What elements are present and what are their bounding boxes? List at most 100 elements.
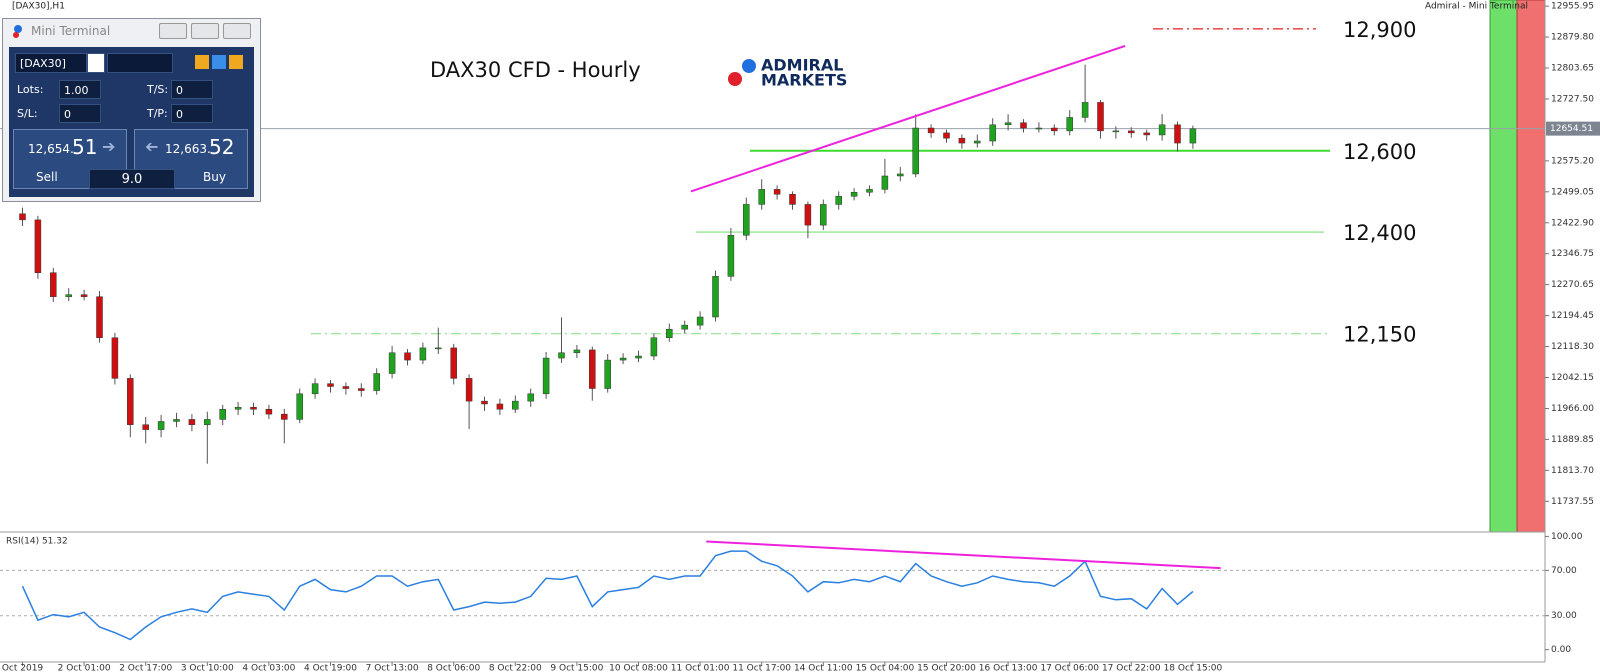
sell-label: Sell: [36, 170, 58, 184]
x-tick-label: 3 Oct 10:00: [181, 664, 234, 672]
candle-body: [866, 189, 873, 193]
y-tick-label: 11737.55: [1551, 497, 1594, 507]
sell-price-main: 12,654.: [28, 142, 74, 156]
candle-body: [1128, 130, 1135, 134]
x-tick-label: 10 Oct 08:00: [609, 664, 668, 672]
candle-body: [188, 419, 196, 425]
maximize-button[interactable]: [191, 23, 219, 39]
tool-icon[interactable]: [195, 55, 209, 69]
x-tick-label: 16 Oct 13:00: [979, 664, 1038, 672]
y-tick-label: 100.00: [1551, 532, 1583, 542]
candle-body: [481, 400, 488, 405]
buy-price-pips: 52: [209, 135, 235, 159]
candle-body: [773, 189, 781, 195]
candle-body: [1174, 124, 1181, 144]
x-tick-label: Oct 2019: [2, 664, 44, 672]
symbol-select[interactable]: [DAX30]: [15, 53, 87, 73]
depth-sell-bar: [1516, 0, 1546, 533]
candle-body: [19, 213, 26, 221]
y-tick-label: 12422.90: [1551, 218, 1594, 228]
logo-text: MARKETS: [761, 71, 847, 90]
lots-input[interactable]: 1.00: [59, 80, 101, 99]
candle-body: [1189, 128, 1197, 144]
depth-buy-bar: [1489, 0, 1518, 533]
candle-body: [573, 349, 581, 354]
level-label: 12,900: [1343, 18, 1416, 42]
candle-body: [388, 352, 396, 374]
candle-body: [727, 235, 735, 277]
sell-price-pips: 51: [72, 135, 98, 159]
candle-body: [173, 419, 180, 422]
current-price-label: 12654.51: [1550, 124, 1593, 134]
close-button[interactable]: [223, 23, 251, 39]
candle-body: [34, 219, 42, 273]
x-tick-label: 14 Oct 11:00: [794, 664, 853, 672]
candle-body: [897, 173, 904, 177]
minimize-button[interactable]: [159, 23, 187, 39]
spread-box: 9.0: [89, 169, 175, 189]
symbol: [DAX30]: [20, 57, 66, 70]
chart-caption: [DAX30],H1: [12, 2, 65, 12]
logo-text: ADMIRAL: [761, 56, 843, 75]
buy-label: Buy: [203, 170, 226, 184]
sl: 0: [64, 108, 71, 121]
y-tick-label: 12499.05: [1551, 187, 1594, 197]
candle-body: [342, 386, 350, 389]
candle-body: [96, 296, 103, 338]
sl-input[interactable]: 0: [59, 104, 101, 123]
candle-body: [650, 337, 658, 357]
candle-body: [65, 294, 72, 297]
candle-body: [881, 175, 889, 190]
tp-input[interactable]: 0: [171, 104, 213, 123]
spread: 9.0: [121, 172, 143, 187]
mini-terminal: Mini Terminal [DAX30] Lots: 1.00 T/S: 0 …: [2, 18, 261, 202]
candle-body: [250, 406, 257, 410]
x-tick-label: 4 Oct 03:00: [242, 664, 295, 672]
y-tick-label: 12042.15: [1551, 373, 1594, 383]
candle-body: [743, 204, 750, 236]
tool-icon[interactable]: [212, 55, 226, 69]
symbol-dropdown[interactable]: [87, 53, 105, 73]
candle-body: [1066, 117, 1073, 132]
y-tick-label: 11813.70: [1551, 466, 1594, 476]
trendline: [706, 540, 1221, 570]
candle-body: [542, 357, 550, 395]
y-tick-label: 12803.65: [1551, 64, 1594, 74]
x-tick-label: 4 Oct 19:00: [304, 664, 357, 672]
y-tick-label: 11966.00: [1551, 404, 1594, 414]
candle-body: [404, 352, 411, 361]
candle-body: [142, 424, 149, 430]
candle-body: [281, 413, 288, 420]
x-tick-label: 9 Oct 15:00: [550, 664, 603, 672]
candle-body: [373, 373, 380, 391]
candle-body: [1051, 127, 1058, 132]
candle-body: [219, 409, 226, 420]
tp-label: T/P:: [147, 107, 168, 120]
x-tick-label: 2 Oct 01:00: [58, 664, 111, 672]
x-tick-label: 17 Oct 22:00: [1102, 664, 1161, 672]
x-tick-label: 11 Oct 01:00: [671, 664, 730, 672]
ts: 0: [176, 84, 183, 97]
tool-icon[interactable]: [229, 55, 243, 69]
y-tick-label: 12727.50: [1551, 94, 1594, 104]
y-tick-label: 12270.65: [1551, 280, 1594, 290]
y-tick-label: 12955.95: [1551, 2, 1594, 12]
candle-body: [989, 124, 996, 142]
candle-body: [619, 357, 627, 361]
lots-label: Lots:: [17, 83, 44, 96]
candle-body: [1158, 124, 1166, 136]
x-tick-label: 15 Oct 04:00: [856, 664, 915, 672]
buy-price-main: 12,663.: [165, 142, 211, 156]
y-tick-label: 12575.20: [1551, 156, 1594, 166]
candle-body: [820, 204, 827, 226]
candle-body: [927, 127, 935, 134]
sl-label: S/L:: [17, 107, 38, 120]
terminal-body: [DAX30] Lots: 1.00 T/S: 0 S/L: 0 T/P: 0 …: [9, 47, 254, 197]
candle-body: [127, 378, 134, 425]
ts-input[interactable]: 0: [171, 80, 213, 99]
level-label: 12,400: [1343, 221, 1416, 245]
candle-body: [157, 421, 165, 430]
candle-body: [912, 127, 919, 175]
y-tick-label: 12346.75: [1551, 249, 1594, 259]
